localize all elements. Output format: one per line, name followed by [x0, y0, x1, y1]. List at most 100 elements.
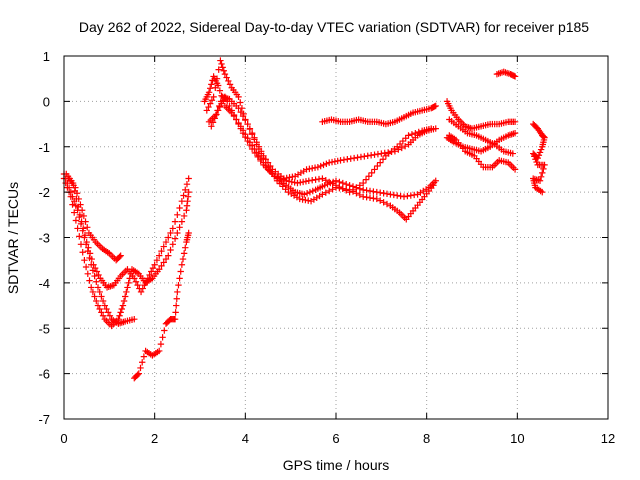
data-point-marker: [77, 241, 85, 248]
data-point-marker: [319, 175, 326, 182]
data-point-marker: [105, 309, 112, 316]
data-point-marker: [317, 162, 324, 170]
data-point-marker: [309, 187, 316, 195]
data-point-marker: [326, 187, 333, 195]
data-point-marker: [185, 175, 192, 182]
y-tick-label: -5: [38, 321, 50, 336]
axis-ticks: [63, 55, 609, 420]
data-point-marker: [180, 212, 188, 220]
data-point-marker: [171, 315, 179, 323]
data-point-marker: [172, 309, 179, 316]
data-point-marker: [209, 119, 217, 126]
data-point-marker: [96, 305, 103, 313]
data-point-marker: [332, 182, 340, 189]
data-point-marker: [323, 160, 330, 167]
data-point-marker: [67, 193, 74, 200]
data-point-marker: [260, 161, 267, 169]
data-point-marker: [84, 270, 91, 277]
data-point-marker: [539, 169, 546, 177]
data-point-marker: [226, 81, 234, 88]
data-point-marker: [306, 188, 314, 196]
data-point-marker: [86, 277, 93, 284]
data-point-marker: [161, 327, 168, 334]
x-tick-label: 8: [423, 431, 430, 446]
data-point-marker: [396, 140, 404, 148]
data-point-marker: [208, 81, 215, 88]
data-point-marker: [179, 255, 187, 263]
data-point-marker: [377, 197, 384, 204]
x-axis-label: GPS time / hours: [283, 457, 390, 473]
data-point-marker: [244, 120, 251, 128]
data-point-marker: [220, 67, 227, 74]
data-point-marker: [211, 115, 218, 122]
data-point-marker: [379, 156, 387, 163]
data-point-marker: [346, 188, 353, 196]
series-arc-b: [60, 175, 192, 330]
data-point-marker: [99, 297, 107, 305]
x-tick-label: 10: [510, 431, 524, 446]
data-point-marker: [94, 284, 102, 291]
series-arc-o: [493, 68, 519, 80]
data-point-marker: [398, 144, 405, 152]
data-point-marker: [321, 182, 328, 189]
data-point-marker: [329, 180, 336, 187]
data-point-marker: [432, 177, 439, 184]
data-point-marker: [320, 161, 327, 169]
data-point-marker: [153, 256, 161, 264]
data-point-marker: [539, 143, 546, 150]
data-marks: [60, 57, 548, 382]
data-point-marker: [242, 133, 249, 141]
data-point-marker: [511, 129, 519, 137]
data-point-marker: [98, 293, 105, 300]
data-point-marker: [303, 190, 311, 197]
data-point-marker: [216, 103, 224, 111]
data-point-marker: [162, 255, 170, 263]
data-point-marker: [106, 312, 114, 319]
data-point-marker: [176, 275, 183, 282]
data-point-marker: [178, 198, 186, 205]
data-point-marker: [343, 187, 350, 194]
data-point-marker: [140, 353, 148, 360]
data-point-marker: [235, 93, 242, 101]
chart-title: Day 262 of 2022, Sidereal Day-to-day VTE…: [79, 19, 589, 35]
data-point-marker: [239, 112, 247, 120]
data-point-marker: [246, 125, 254, 133]
data-point-marker: [125, 279, 132, 287]
data-point-marker: [235, 104, 242, 112]
data-point-marker: [176, 204, 183, 212]
data-point-marker: [178, 218, 186, 225]
data-point-marker: [217, 57, 224, 64]
series-arc-d: [65, 175, 124, 264]
y-tick-label: -7: [38, 412, 50, 427]
data-point-marker: [137, 364, 144, 372]
data-point-marker: [167, 229, 174, 237]
data-point-marker: [432, 102, 439, 110]
data-point-marker: [279, 183, 286, 190]
data-point-marker: [131, 315, 138, 323]
data-point-marker: [156, 347, 163, 355]
data-point-marker: [118, 305, 125, 313]
data-point-marker: [162, 238, 170, 246]
data-point-marker: [73, 190, 81, 197]
data-point-marker: [415, 128, 422, 136]
data-point-marker: [326, 178, 333, 186]
data-point-marker: [221, 93, 229, 101]
data-point-marker: [237, 108, 244, 116]
data-point-marker: [537, 173, 545, 181]
data-point-marker: [255, 145, 263, 153]
data-point-marker: [178, 261, 186, 268]
data-point-marker: [221, 70, 229, 78]
data-point-marker: [216, 87, 224, 94]
data-point-marker: [412, 129, 419, 137]
data-point-marker: [215, 66, 222, 73]
data-point-marker: [339, 185, 346, 192]
x-tick-label: 6: [332, 431, 339, 446]
data-point-marker: [207, 100, 214, 107]
data-point-marker: [116, 253, 123, 260]
data-point-marker: [530, 150, 537, 157]
data-point-marker: [383, 200, 391, 208]
data-point-marker: [260, 154, 267, 162]
data-point-marker: [79, 249, 86, 256]
data-point-marker: [223, 74, 230, 81]
data-point-marker: [124, 284, 131, 291]
